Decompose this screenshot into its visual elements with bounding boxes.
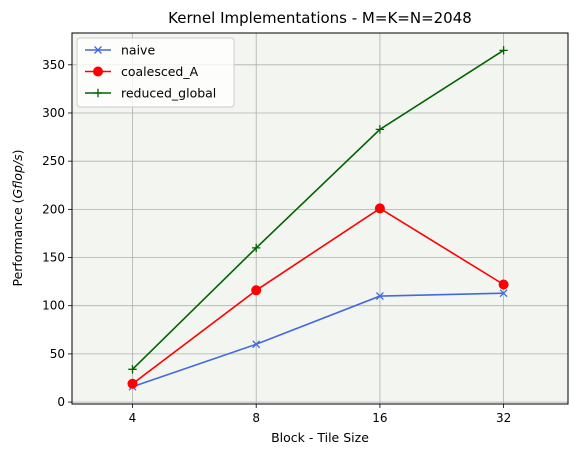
data-point-naive: [252, 340, 261, 349]
plot-frame: [71, 32, 569, 405]
legend-marker-naive: [94, 46, 102, 54]
y-tick-label: 0: [57, 395, 65, 409]
y-tick-label: 200: [42, 202, 65, 216]
legend-items: naive coalesced_A reduced_global: [85, 43, 216, 101]
data-point-naive: [375, 292, 384, 301]
series-line-coalesced_A: [132, 207, 505, 385]
data-point-coalesced_A: [498, 279, 509, 290]
y-axis-label-unit: Gflop/s: [10, 154, 25, 199]
data-point-reduced_global: [499, 46, 508, 55]
y-tick-label: 250: [42, 154, 65, 168]
y-axis-label: Performance (Gflop/s): [10, 149, 25, 286]
data-point-coalesced_A: [127, 378, 138, 389]
grid-layer: [72, 33, 568, 404]
legend-label-reduced_global: reduced_global: [121, 86, 216, 101]
x-tick-label: 32: [496, 411, 511, 425]
data-point-naive: [499, 289, 508, 298]
series-line-naive: [132, 292, 504, 388]
legend: naive coalesced_A reduced_global: [76, 37, 235, 108]
legend-label-naive: naive: [121, 43, 155, 58]
x-tick-label: 8: [252, 411, 260, 425]
y-tick-label: 350: [42, 58, 65, 72]
chart-title: Kernel Implementations - M=K=N=2048: [168, 9, 472, 27]
y-tick-label: 50: [50, 347, 65, 361]
data-point-reduced_global: [128, 365, 137, 374]
x-axis-label: Block - Tile Size: [271, 430, 369, 445]
y-tick-label: 150: [42, 251, 65, 265]
data-point-reduced_global: [375, 125, 385, 134]
y-axis-label-suffix: ): [10, 149, 25, 154]
y-tick-label: 300: [42, 106, 65, 120]
data-point-reduced_global: [252, 243, 261, 253]
legend-box: [76, 37, 235, 108]
data-point-coalesced_A: [251, 285, 262, 296]
legend-marker-reduced_global: [93, 88, 103, 98]
legend-label-coalesced_A: coalesced_A: [121, 64, 199, 79]
y-axis-label-prefix: Performance (: [10, 198, 25, 286]
data-point-coalesced_A: [374, 203, 385, 214]
tick-layer: 4 8 16 32 0 50 100 150 200 250 300 350: [42, 58, 511, 425]
series-line-reduced_global: [131, 49, 505, 370]
x-tick-label: 4: [129, 411, 137, 425]
x-tick-label: 16: [372, 411, 387, 425]
legend-marker-coalesced_A: [93, 66, 103, 77]
y-tick-label: 100: [42, 299, 65, 313]
series-layer: [127, 46, 509, 391]
